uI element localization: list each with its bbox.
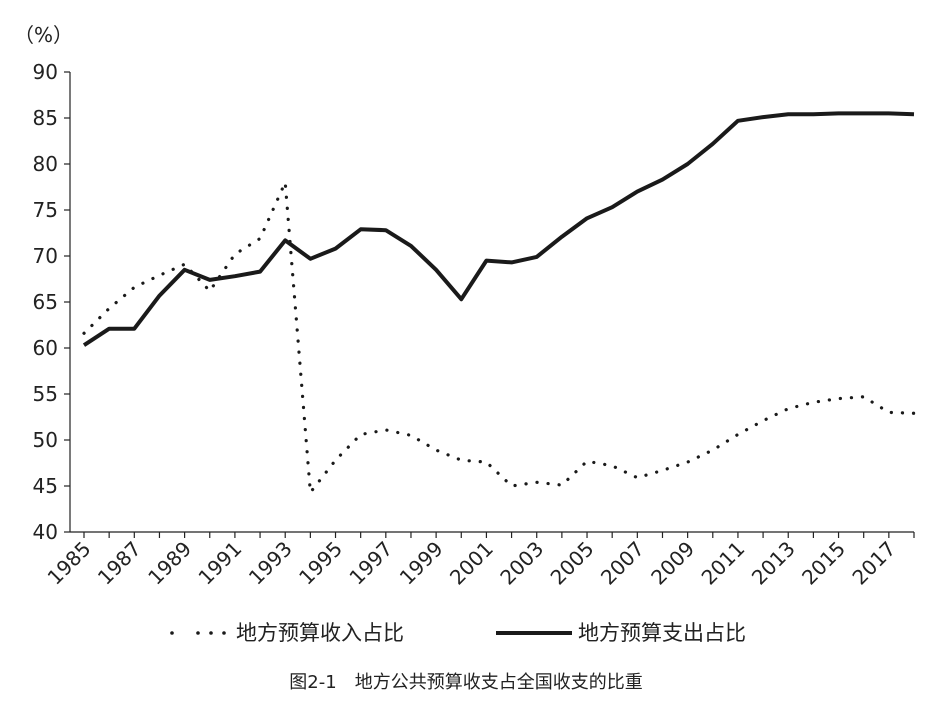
x-tick-label: 2011 [697,537,750,590]
legend-item-income: 地方预算收入占比 [170,621,404,645]
y-tick-label: 90 [33,60,58,84]
y-tick-label: 75 [33,198,58,222]
x-tick-label: 1993 [244,537,297,590]
legend-swatch-income [170,631,226,635]
series-line-income [82,181,916,497]
y-tick-label: 60 [33,336,58,360]
x-tick-label: 1997 [344,537,397,590]
y-tick-label: 55 [33,382,58,406]
y-tick-label: 45 [33,474,58,498]
x-tick-label: 1995 [294,537,347,590]
x-tick-label: 2017 [847,537,900,590]
x-tick-label: 1999 [395,537,448,590]
y-tick-label: 40 [33,520,58,544]
x-tick-label: 1987 [93,537,146,590]
legend-item-expenditure: 地方预算支出占比 [496,621,746,645]
legend-dot [209,631,213,635]
x-tick-label: 2007 [596,537,649,590]
x-tick-label: 2003 [495,537,548,590]
legend-label-expenditure: 地方预算支出占比 [578,621,746,645]
y-tick-label: 85 [33,106,58,130]
x-tick-label: 2013 [747,537,800,590]
y-tick-label: 80 [33,152,58,176]
x-tick-label: 1991 [193,537,246,590]
x-tick-label: 2001 [445,537,498,590]
x-tick-label: 1989 [143,537,196,590]
legend-dot [196,631,200,635]
legend-label-income: 地方预算收入占比 [236,621,404,645]
series-line-expenditure [82,111,915,347]
legend-dot [170,631,174,635]
figure-caption: 图2-1 地方公共预算收支占全国收支的比重 [289,672,643,693]
series-lines [82,111,916,497]
x-tick-label: 1985 [43,537,96,590]
x-tick-label: 2005 [546,537,599,590]
y-tick-labels: 40 45 50 55 60 65 70 75 80 85 90 [33,60,58,544]
y-tick-label: 50 [33,428,58,452]
x-tick-label: 2009 [646,537,699,590]
x-tick-labels: 1985198719891991199319951997199920012003… [43,537,901,590]
axes [64,71,915,538]
y-tick-label: 70 [33,244,58,268]
x-tick-label: 2015 [797,537,850,590]
y-axis-unit-label: （%） [14,23,73,47]
legend: 地方预算收入占比 地方预算支出占比 [170,621,746,645]
y-tick-label: 65 [33,290,58,314]
legend-dot [222,631,226,635]
